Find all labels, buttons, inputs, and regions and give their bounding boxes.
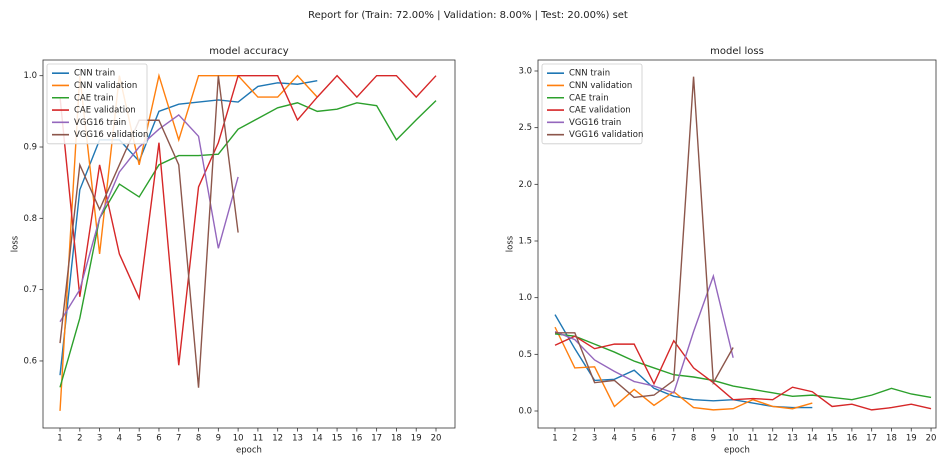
x-tick-label: 14 (807, 434, 818, 444)
y-tick-label: 0.9 (23, 143, 37, 153)
x-tick-label: 17 (866, 434, 877, 444)
x-tick-label: 8 (196, 434, 201, 444)
legend-label: CAE validation (569, 106, 631, 116)
x-tick-label: 1 (57, 434, 62, 444)
x-tick-label: 20 (926, 434, 937, 444)
y-tick-label: 0.6 (23, 356, 37, 366)
x-tick-label: 16 (351, 434, 362, 444)
x-tick-label: 12 (272, 434, 283, 444)
x-tick-label: 13 (292, 434, 303, 444)
legend-label: CAE validation (74, 106, 136, 116)
legend-box (541, 63, 643, 145)
x-tick-label: 6 (651, 434, 656, 444)
x-tick-label: 11 (748, 434, 759, 444)
y-axis-label: loss (11, 235, 21, 252)
legend-label: CAE train (569, 93, 609, 103)
x-tick-label: 6 (156, 434, 161, 444)
x-tick-label: 13 (787, 434, 798, 444)
x-tick-label: 3 (592, 434, 597, 444)
x-tick-label: 7 (176, 434, 181, 444)
x-tick-label: 5 (136, 434, 141, 444)
y-tick-label: 0.8 (23, 214, 37, 224)
y-tick-label: 1.0 (23, 71, 37, 81)
legend: CNN train CNN validation CAE train CAE vali… (541, 63, 643, 145)
series-line (59, 72, 318, 411)
x-axis-label: epoch (724, 446, 750, 456)
y-tick-label: 0.5 (518, 350, 532, 360)
x-tick-label: 18 (391, 434, 402, 444)
y-axis-label: loss (506, 235, 516, 252)
y-tick-label: 1.0 (518, 293, 532, 303)
x-tick-label: 2 (77, 434, 82, 444)
x-tick-label: 8 (691, 434, 696, 444)
y-tick-label: 3.0 (518, 66, 532, 76)
y-tick-label: 0.0 (518, 406, 532, 416)
axes-frame (537, 59, 937, 429)
legend-label: VGG16 train (569, 118, 621, 128)
series-line (554, 273, 734, 394)
subplot-title: model loss (710, 46, 764, 57)
y-tick-label: 2.5 (518, 123, 532, 133)
x-tick-label: 5 (631, 434, 636, 444)
x-tick-label: 10 (233, 434, 244, 444)
x-tick-label: 15 (332, 434, 343, 444)
x-axis-label: epoch (236, 446, 262, 456)
x-tick-label: 9 (711, 434, 716, 444)
y-tick-label: 1.5 (518, 236, 532, 246)
legend-label: CNN validation (74, 81, 137, 91)
x-tick-label: 16 (846, 434, 857, 444)
series-line (554, 333, 932, 401)
series-line (554, 335, 932, 411)
x-tick-label: 18 (886, 434, 897, 444)
x-tick-label: 3 (97, 434, 102, 444)
figure-title: Report for (Train: 72.00% | Validation: … (308, 10, 628, 21)
series-line (59, 100, 437, 388)
x-tick-label: 4 (612, 434, 617, 444)
legend-label: VGG16 train (74, 118, 126, 128)
legend-label: VGG16 validation (74, 130, 148, 140)
x-tick-label: 20 (431, 434, 442, 444)
series-line (59, 75, 239, 388)
x-tick-label: 7 (671, 434, 676, 444)
legend-label: CNN train (74, 69, 115, 79)
x-tick-label: 4 (117, 434, 122, 444)
subplot-title: model accuracy (209, 46, 289, 57)
legend-label: CNN train (569, 69, 610, 79)
x-tick-label: 19 (906, 434, 917, 444)
series-line (554, 326, 813, 411)
legend-label: CAE train (74, 93, 114, 103)
x-tick-label: 1 (552, 434, 557, 444)
x-tick-label: 2 (572, 434, 577, 444)
legend-label: CNN validation (569, 81, 632, 91)
x-tick-label: 12 (767, 434, 778, 444)
x-tick-label: 9 (216, 434, 221, 444)
x-tick-label: 14 (312, 434, 323, 444)
series-line (555, 76, 734, 399)
axes-frame (42, 59, 456, 429)
x-tick-label: 19 (411, 434, 422, 444)
legend-box (46, 63, 148, 145)
x-tick-label: 15 (827, 434, 838, 444)
x-tick-label: 17 (371, 434, 382, 444)
x-tick-label: 11 (252, 434, 263, 444)
series-line (59, 74, 437, 366)
y-tick-label: 2.0 (518, 180, 532, 190)
x-tick-label: 10 (728, 434, 739, 444)
plot-area (554, 76, 932, 411)
y-tick-label: 0.7 (23, 285, 37, 295)
legend: CNN train CNN validation CAE train CAE vali… (46, 63, 148, 145)
series-line (59, 113, 239, 323)
legend-label: VGG16 validation (569, 130, 643, 140)
